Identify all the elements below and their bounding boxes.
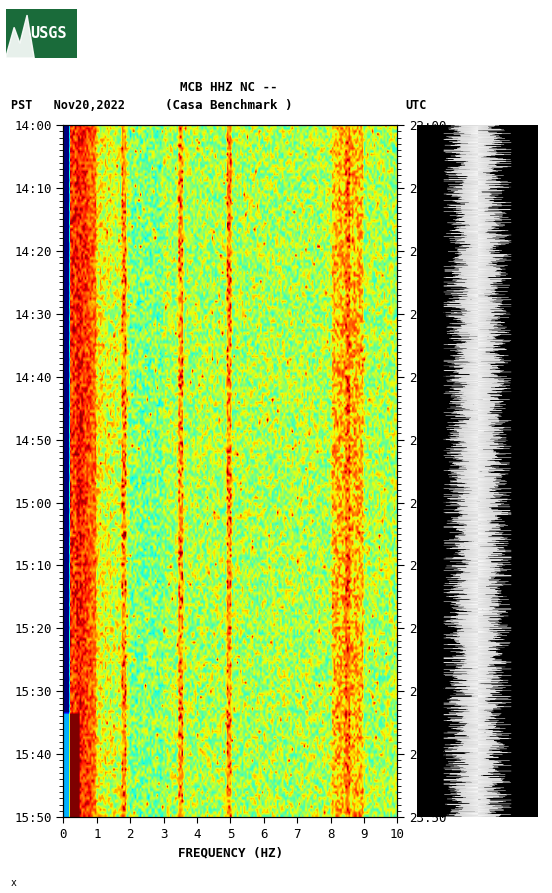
Text: PST   Nov20,2022: PST Nov20,2022	[11, 98, 125, 112]
Text: UTC: UTC	[406, 98, 427, 112]
Text: USGS: USGS	[30, 26, 67, 41]
Text: MCB HHZ NC --: MCB HHZ NC --	[181, 80, 278, 94]
Text: x: x	[11, 878, 17, 888]
Polygon shape	[6, 15, 34, 58]
Text: (Casa Benchmark ): (Casa Benchmark )	[166, 98, 293, 112]
X-axis label: FREQUENCY (HZ): FREQUENCY (HZ)	[178, 846, 283, 859]
